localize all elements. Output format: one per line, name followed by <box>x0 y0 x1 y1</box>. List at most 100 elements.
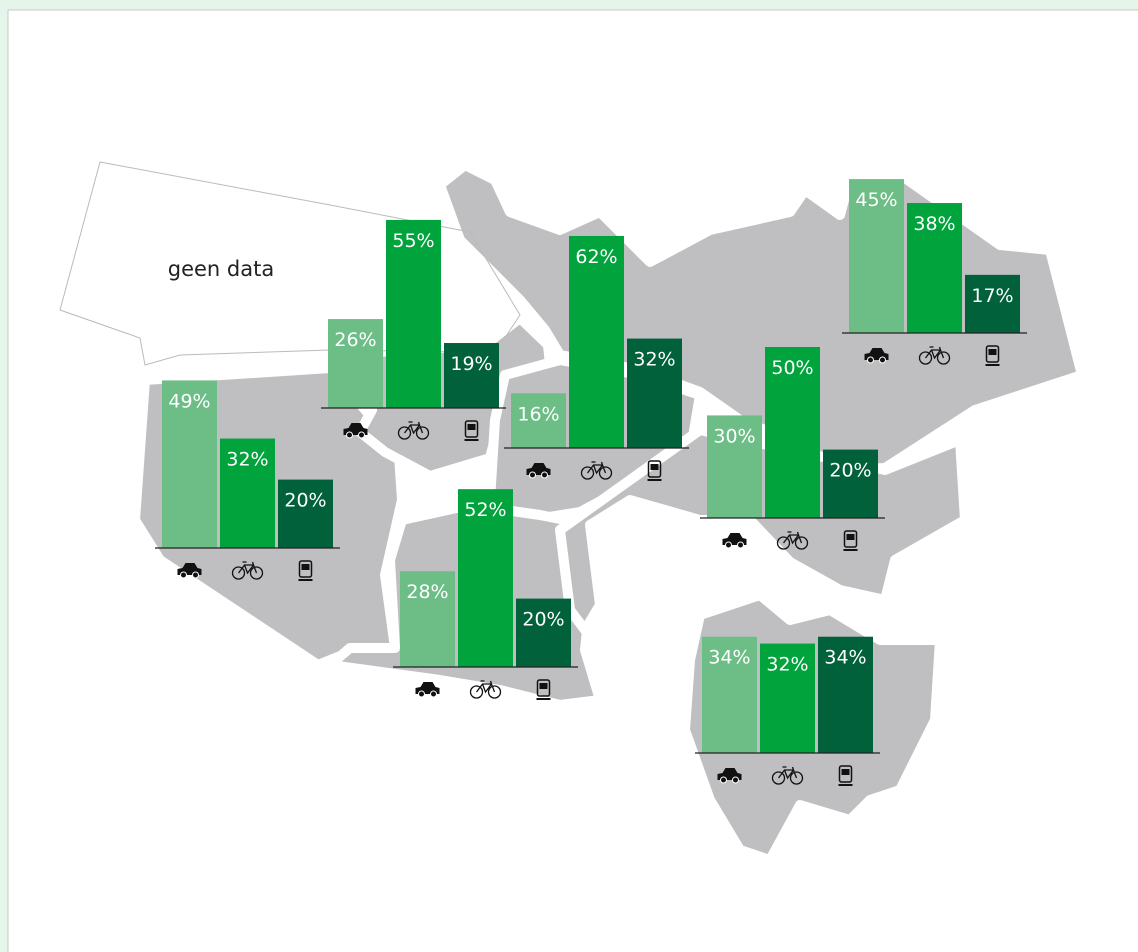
car-wheel <box>732 776 739 784</box>
tram-icon <box>464 420 479 441</box>
bike-wheel <box>771 771 786 785</box>
bike-icon <box>397 421 430 440</box>
bike-wheel <box>415 426 430 440</box>
bar <box>849 179 904 333</box>
bike-wheel <box>776 536 791 550</box>
tram-window <box>846 534 855 540</box>
car-icon <box>415 682 440 698</box>
bike-frame <box>403 421 424 435</box>
bar <box>627 338 682 448</box>
bar-value-label: 20% <box>284 490 326 512</box>
bike-icon <box>469 680 502 699</box>
tram-window <box>841 769 850 775</box>
bike-wheel <box>794 536 809 550</box>
bar-value-label: 55% <box>392 230 434 252</box>
tram-window <box>467 424 476 430</box>
bar <box>458 489 513 667</box>
car-wheel <box>192 571 199 579</box>
bike-wheel <box>936 351 951 365</box>
tram-body <box>298 560 313 578</box>
bike-wheel <box>598 466 613 480</box>
bar-value-label: 28% <box>406 581 448 603</box>
car-wheel <box>358 431 365 439</box>
bike-wheel <box>249 566 264 580</box>
tram-window <box>988 349 997 355</box>
bar <box>707 415 762 518</box>
bar <box>760 643 815 753</box>
bike-frame <box>475 680 496 694</box>
tram-body <box>838 765 853 783</box>
bike-frame <box>782 531 803 545</box>
bar <box>516 598 571 667</box>
bar-value-label: 20% <box>522 609 564 631</box>
bike-icon <box>776 531 809 550</box>
bike-wheel <box>487 685 502 699</box>
car-icon <box>343 423 368 439</box>
bar-value-label: 16% <box>517 403 559 425</box>
bike-icon <box>771 766 804 785</box>
car-icon <box>177 563 202 579</box>
bar <box>511 393 566 448</box>
bike-icon <box>580 461 613 480</box>
bike-frame <box>237 561 258 575</box>
tram-window <box>301 564 310 570</box>
bar-value-label: 30% <box>713 425 755 447</box>
car-wheel <box>867 356 874 364</box>
bike-wheel <box>918 351 933 365</box>
bar <box>907 203 962 333</box>
bar <box>818 636 873 753</box>
bike-icon <box>918 346 951 365</box>
tram-icon <box>647 460 662 481</box>
tram-icon <box>843 530 858 551</box>
tram-body <box>536 679 551 697</box>
bar-value-label: 17% <box>971 285 1013 307</box>
bar-value-label: 62% <box>575 246 617 268</box>
bike-frame <box>924 346 945 360</box>
car-wheel <box>879 356 886 364</box>
tram-icon <box>536 679 551 700</box>
tram-body <box>843 530 858 548</box>
bar-value-label: 19% <box>450 353 492 375</box>
tram-window <box>539 683 548 689</box>
bar <box>965 274 1020 333</box>
bar-value-label: 34% <box>708 647 750 669</box>
car-wheel <box>430 690 437 698</box>
car-wheel <box>418 690 425 698</box>
car-wheel <box>725 541 732 549</box>
bike-wheel <box>397 426 412 440</box>
bike-wheel <box>580 466 595 480</box>
bar-value-label: 32% <box>226 449 268 471</box>
car-icon <box>722 533 747 549</box>
bar <box>569 235 624 448</box>
tram-icon <box>838 765 853 786</box>
bar <box>823 449 878 518</box>
car-icon <box>864 348 889 364</box>
car-icon <box>717 768 742 784</box>
tram-window <box>650 464 659 470</box>
car-wheel <box>346 431 353 439</box>
tram-body <box>647 460 662 478</box>
car-icon <box>526 463 551 479</box>
bar <box>765 347 820 518</box>
car-wheel <box>180 571 187 579</box>
tram-body <box>985 345 1000 363</box>
tram-icon <box>298 560 313 581</box>
bar-value-label: 32% <box>633 349 675 371</box>
bar <box>162 380 217 548</box>
bar <box>400 571 455 667</box>
bike-wheel <box>469 685 484 699</box>
no-data-label: geen data <box>168 257 274 281</box>
bike-wheel <box>789 771 804 785</box>
bar-value-label: 49% <box>168 390 210 412</box>
bar <box>328 319 383 408</box>
bar <box>386 219 441 408</box>
bar-value-label: 52% <box>464 499 506 521</box>
tram-icon <box>985 345 1000 366</box>
car-wheel <box>737 541 744 549</box>
car-wheel <box>541 471 548 479</box>
bar <box>220 438 275 548</box>
bar-value-label: 38% <box>913 213 955 235</box>
car-wheel <box>529 471 536 479</box>
